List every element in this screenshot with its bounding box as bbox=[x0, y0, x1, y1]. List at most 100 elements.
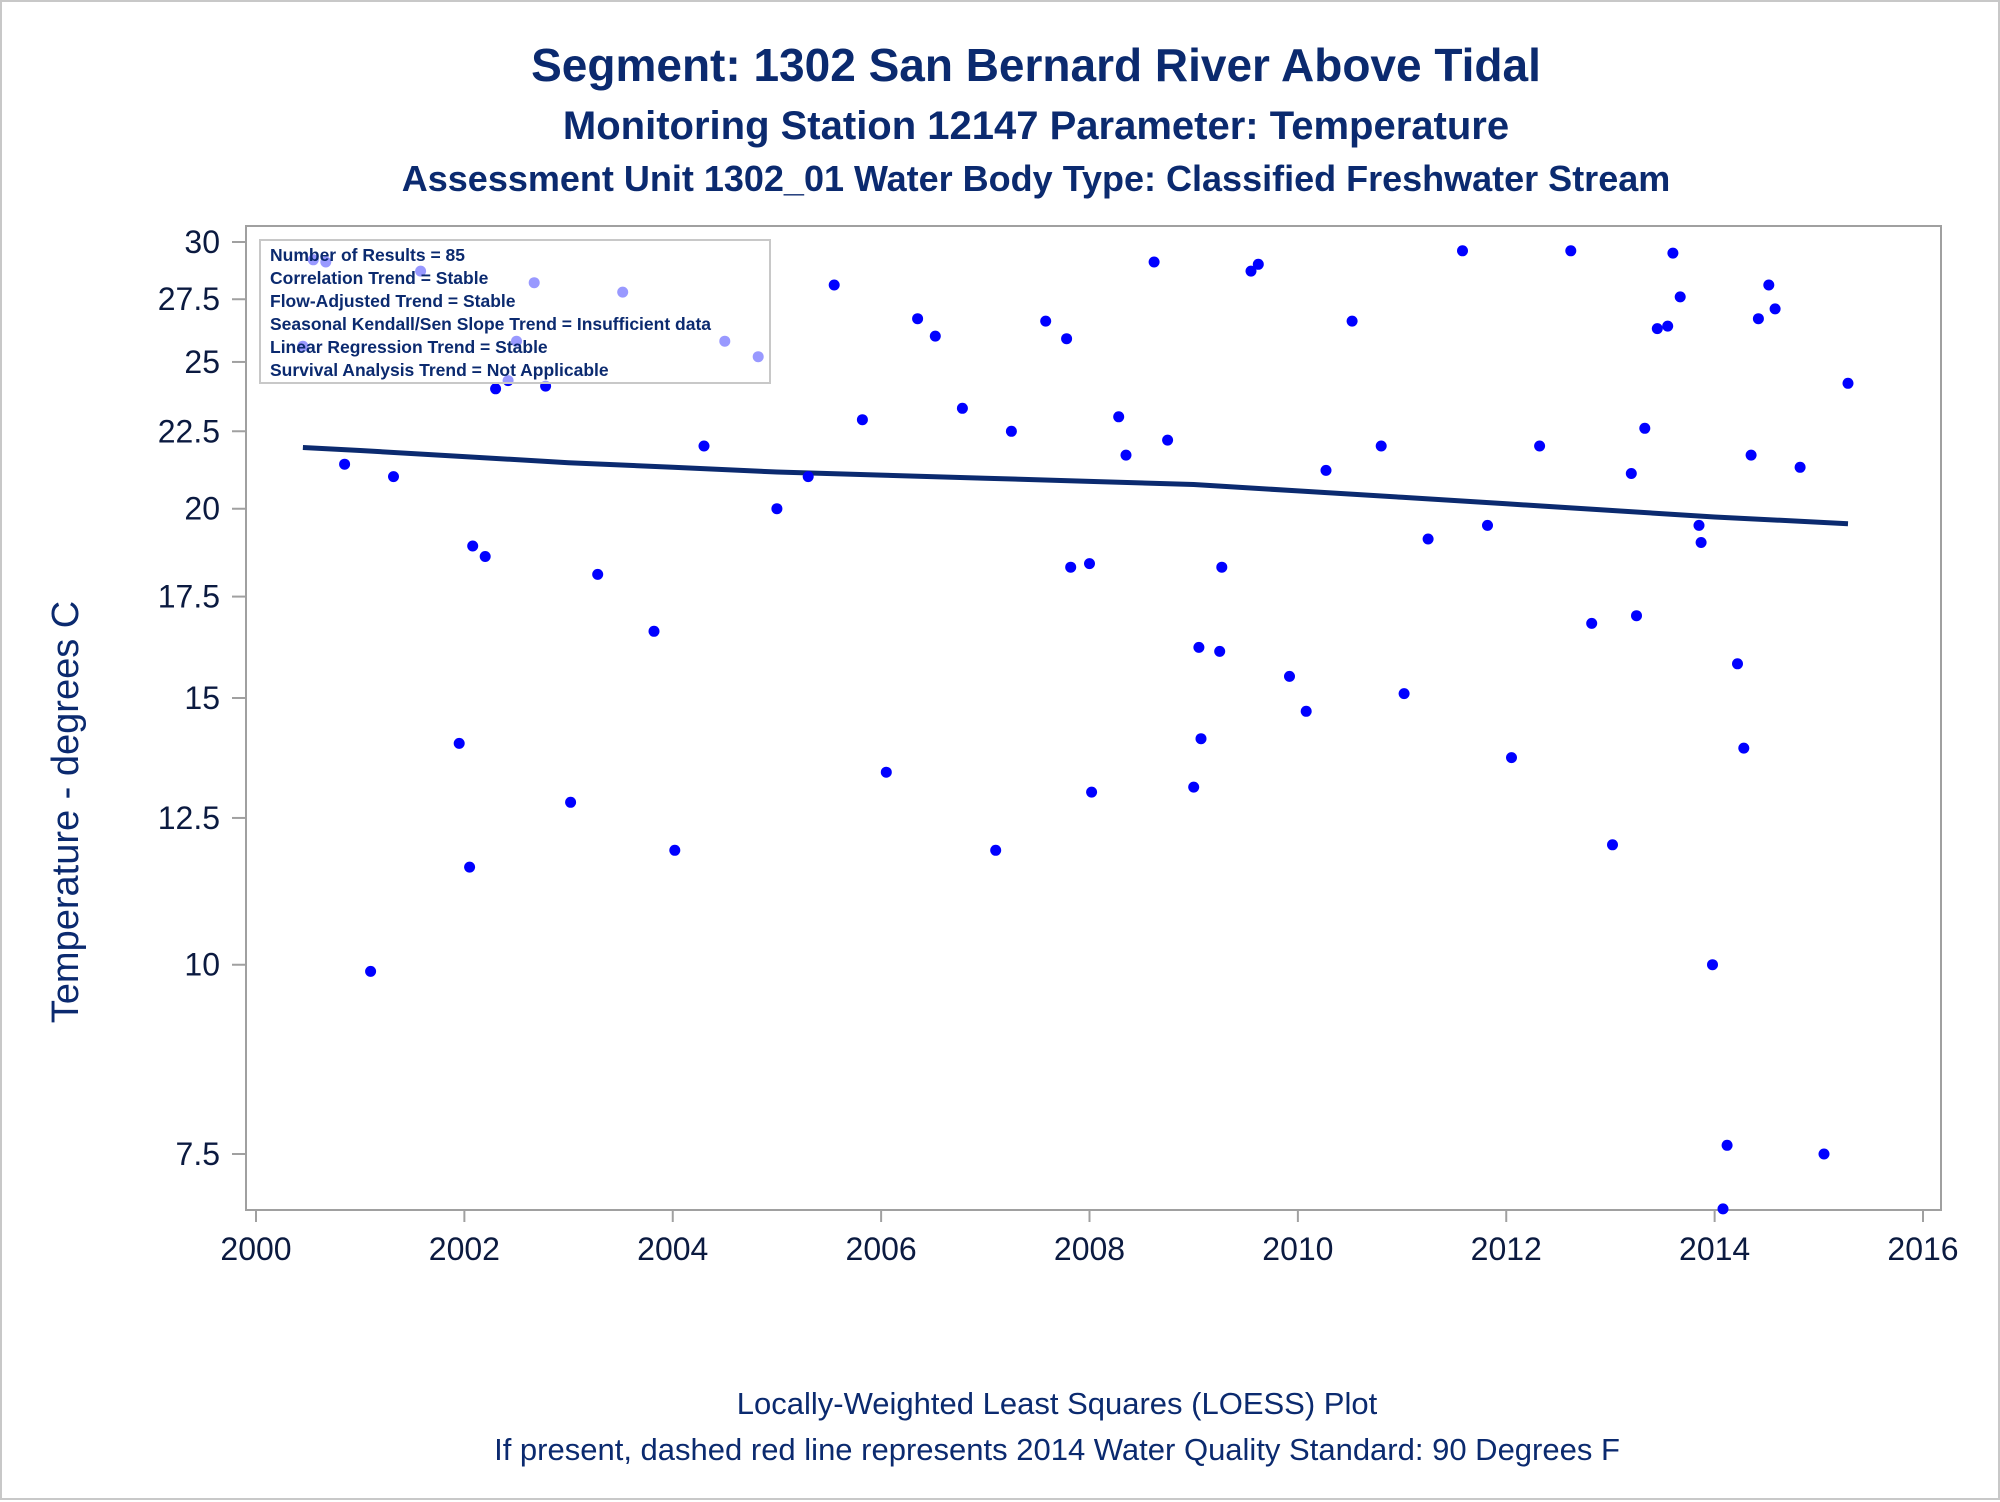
chart-title: Segment: 1302 San Bernard River Above Ti… bbox=[531, 39, 1541, 91]
data-point bbox=[1534, 440, 1546, 452]
data-point bbox=[592, 568, 604, 580]
data-point bbox=[1674, 291, 1686, 303]
data-point bbox=[1457, 245, 1468, 257]
data-point bbox=[464, 861, 476, 873]
data-point bbox=[1717, 1203, 1729, 1215]
data-point bbox=[856, 414, 868, 426]
data-point bbox=[1320, 464, 1332, 476]
data-point bbox=[1695, 537, 1707, 548]
data-point bbox=[1284, 670, 1295, 682]
data-point bbox=[1084, 558, 1095, 570]
data-point bbox=[479, 551, 491, 562]
data-point bbox=[1422, 533, 1434, 545]
data-point bbox=[1631, 610, 1642, 622]
data-point bbox=[1252, 258, 1264, 270]
data-point bbox=[1195, 733, 1207, 745]
chart-subtitle-2: Assessment Unit 1302_01 Water Body Type:… bbox=[402, 158, 1671, 199]
data-point bbox=[453, 737, 465, 749]
data-point bbox=[1625, 468, 1637, 479]
loess-line bbox=[302, 445, 1849, 527]
data-point bbox=[1061, 333, 1073, 345]
data-point bbox=[1662, 320, 1674, 332]
data-point bbox=[1162, 434, 1174, 446]
data-point bbox=[1763, 279, 1775, 291]
data-point bbox=[1769, 303, 1781, 315]
loess-trend-line bbox=[302, 445, 1849, 527]
stats-legend-line: Survival Analysis Trend = Not Applicable bbox=[270, 360, 609, 380]
data-point bbox=[1214, 645, 1226, 657]
data-point bbox=[669, 844, 681, 856]
data-point bbox=[1818, 1148, 1830, 1160]
x-tick-label: 2010 bbox=[1262, 1231, 1333, 1267]
plot-area bbox=[245, 225, 1942, 1211]
data-point bbox=[1086, 786, 1098, 798]
x-tick-label: 2012 bbox=[1471, 1231, 1542, 1267]
stats-legend-line: Flow-Adjusted Trend = Stable bbox=[270, 291, 516, 311]
y-tick-label: 15 bbox=[184, 680, 220, 716]
stats-legend-line: Correlation Trend = Stable bbox=[270, 268, 489, 288]
y-tick-label: 27.5 bbox=[158, 281, 220, 317]
y-tick-label: 12.5 bbox=[158, 800, 220, 836]
data-point bbox=[365, 965, 377, 977]
x-tick-label: 2006 bbox=[846, 1231, 917, 1267]
x-tick-label: 2002 bbox=[429, 1231, 500, 1267]
scatter-points bbox=[297, 245, 1854, 1215]
data-point bbox=[565, 796, 577, 808]
y-tick-label: 7.5 bbox=[176, 1136, 220, 1172]
data-point bbox=[912, 313, 924, 325]
data-point bbox=[1188, 781, 1200, 793]
data-point bbox=[1842, 377, 1854, 389]
data-point bbox=[1065, 561, 1077, 573]
data-point bbox=[1346, 315, 1358, 327]
data-point bbox=[1693, 519, 1705, 531]
stats-legend-line: Number of Results = 85 bbox=[270, 245, 465, 265]
data-point bbox=[1586, 617, 1598, 629]
data-point bbox=[388, 471, 399, 483]
data-point bbox=[1651, 323, 1663, 335]
data-point bbox=[1148, 256, 1160, 268]
chart-subtitle: Monitoring Station 12147 Parameter: Temp… bbox=[563, 104, 1509, 148]
x-tick-label: 2000 bbox=[220, 1231, 291, 1267]
data-point bbox=[1794, 461, 1806, 473]
data-point bbox=[1482, 519, 1493, 531]
data-point bbox=[1375, 440, 1387, 452]
footnote-plot-type: Locally-Weighted Least Squares (LOESS) P… bbox=[737, 1386, 1378, 1421]
data-point bbox=[1721, 1139, 1733, 1151]
y-axis: 7.5 10 12.5 15 17.5 20 22.5 25 27.5 30 bbox=[158, 224, 246, 1172]
data-point bbox=[956, 402, 968, 414]
data-point bbox=[490, 383, 502, 395]
y-tick-label: 10 bbox=[184, 947, 220, 983]
data-point bbox=[648, 625, 660, 637]
data-point bbox=[1667, 247, 1679, 259]
footnote-standard: If present, dashed red line represents 2… bbox=[494, 1432, 1620, 1467]
data-point bbox=[1113, 411, 1125, 423]
x-tick-label: 2014 bbox=[1679, 1231, 1750, 1267]
data-point bbox=[1565, 245, 1577, 257]
y-tick-label: 22.5 bbox=[158, 413, 220, 449]
data-point bbox=[990, 844, 1002, 856]
data-point bbox=[1639, 422, 1651, 434]
x-axis: 2000 2002 2004 2006 2008 2010 2012 2014 2016 bbox=[220, 1210, 1959, 1267]
data-point bbox=[802, 471, 814, 483]
data-point bbox=[1745, 449, 1757, 461]
y-tick-label: 25 bbox=[184, 344, 220, 380]
data-point bbox=[1005, 425, 1017, 437]
data-point bbox=[1752, 313, 1764, 325]
data-point bbox=[771, 503, 783, 515]
data-point bbox=[828, 279, 840, 291]
x-tick-label: 2016 bbox=[1887, 1231, 1958, 1267]
data-point bbox=[1707, 959, 1718, 971]
data-point bbox=[1738, 742, 1750, 754]
data-point bbox=[1245, 265, 1257, 277]
data-point bbox=[929, 330, 941, 342]
stats-legend-line: Linear Regression Trend = Stable bbox=[270, 337, 548, 357]
x-tick-label: 2008 bbox=[1054, 1231, 1125, 1267]
data-point bbox=[467, 540, 479, 552]
data-point bbox=[1216, 561, 1228, 573]
data-point bbox=[1193, 641, 1205, 653]
y-tick-label: 20 bbox=[184, 491, 220, 527]
data-point bbox=[1040, 315, 1052, 327]
data-point bbox=[1398, 688, 1410, 700]
